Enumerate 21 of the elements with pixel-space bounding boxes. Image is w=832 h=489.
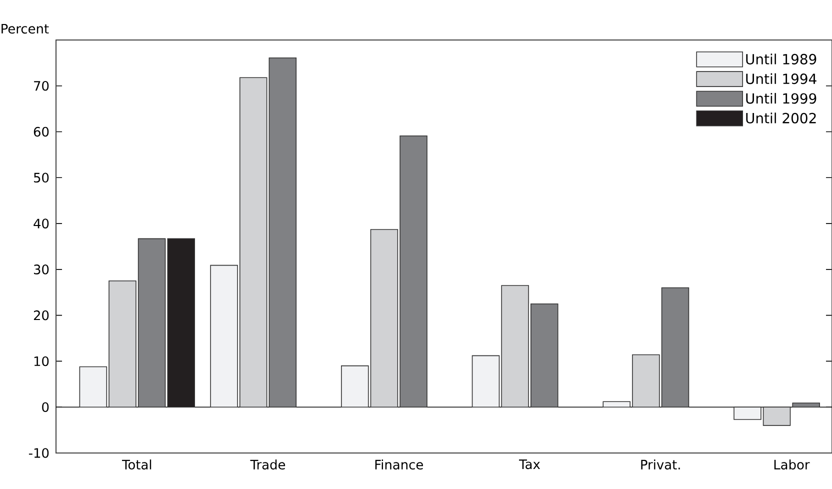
x-tick-label: Finance — [375, 459, 423, 470]
x-tick-label: Trade — [250, 459, 286, 470]
legend-label: Until 1999 — [746, 92, 816, 104]
y-tick-label: 70 — [34, 80, 49, 91]
y-tick-label: 20 — [34, 310, 49, 320]
y-tick-label: 60 — [34, 126, 49, 137]
y-tick-label: 50 — [34, 172, 49, 183]
legend-label: Until 1989 — [746, 54, 816, 64]
x-tick-label: Privat. — [641, 459, 680, 470]
y-tick-label: 30 — [34, 264, 49, 274]
y-tick-label: 0 — [42, 402, 49, 412]
x-tick-label: Labor — [774, 459, 810, 470]
y-axis-title: Percent — [2, 24, 49, 34]
legend-label: Until 2002 — [746, 112, 816, 124]
y-tick-label: -10 — [28, 448, 49, 458]
bar — [268, 57, 297, 408]
x-tick-label: Total — [122, 459, 152, 470]
y-tick-label: 40 — [34, 218, 49, 228]
x-tick-label: Tax — [519, 460, 540, 470]
legend-label: Until 1994 — [746, 73, 816, 84]
y-tick-label: 10 — [34, 356, 49, 366]
